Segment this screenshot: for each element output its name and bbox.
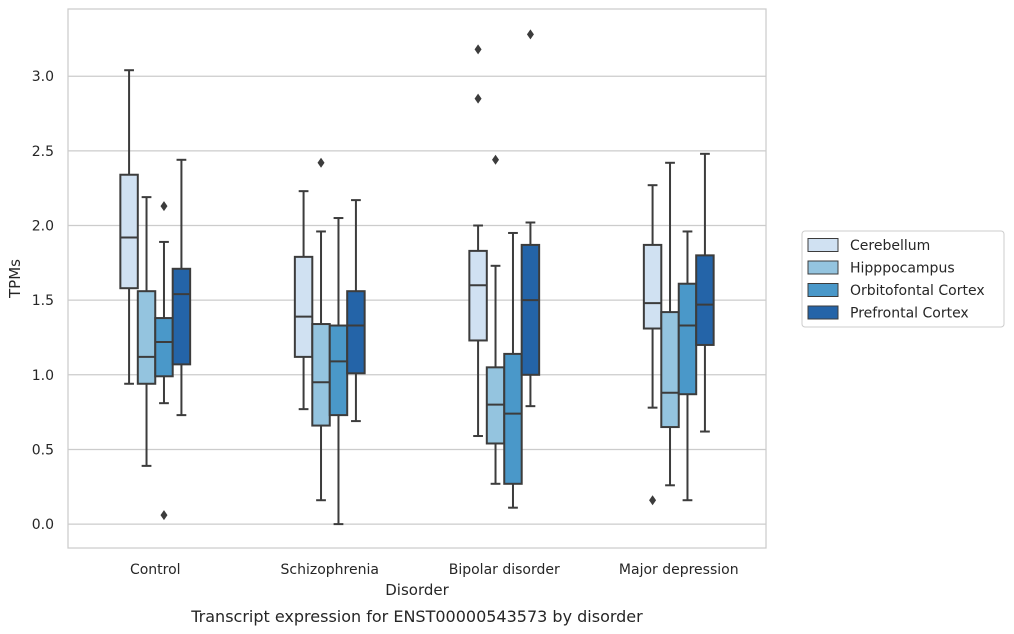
x-tick-label: Schizophrenia xyxy=(281,562,379,578)
box-orbitofontal-cortex xyxy=(154,201,174,521)
outlier-marker xyxy=(526,29,534,40)
legend-swatch xyxy=(807,283,839,297)
outlier-marker xyxy=(474,93,482,104)
box-iqr xyxy=(503,352,523,485)
box-iqr xyxy=(642,243,663,330)
box-prefrontal-cortex xyxy=(520,29,541,408)
y-tick-label: 0.5 xyxy=(32,442,54,458)
figure-caption: Transcript expression for ENST0000054357… xyxy=(190,607,643,626)
box-hipppocampus xyxy=(660,161,680,487)
x-tick-label: Major depression xyxy=(619,562,739,578)
box-orbitofontal-cortex xyxy=(503,231,523,509)
box-hipppocampus xyxy=(136,196,157,467)
box-cerebellum xyxy=(119,69,139,385)
box-iqr xyxy=(328,324,349,417)
box-iqr xyxy=(346,290,366,375)
y-tick-label: 2.5 xyxy=(32,144,54,160)
box-iqr xyxy=(311,323,331,427)
box-iqr xyxy=(695,254,715,346)
box-cerebellum xyxy=(642,184,663,506)
legend-label: Orbitofontal Cortex xyxy=(850,283,985,299)
box-iqr xyxy=(171,267,192,366)
box-prefrontal-cortex xyxy=(695,152,715,433)
outlier-marker xyxy=(474,44,482,55)
box-iqr xyxy=(677,282,698,396)
legend-swatch xyxy=(807,238,839,252)
x-tick-label: Bipolar disorder xyxy=(449,562,560,578)
y-tick-label: 1.0 xyxy=(32,368,54,384)
legend-frame xyxy=(801,230,1005,328)
y-tick-labels: 0.0 0.5 1.0 1.5 2.0 2.5 3.0 xyxy=(32,69,54,533)
y-tick-label: 2.0 xyxy=(32,218,54,234)
outlier-marker xyxy=(317,157,325,168)
y-axis-title: TPMs xyxy=(6,259,24,299)
legend-label: Prefrontal Cortex xyxy=(850,306,969,322)
box-prefrontal-cortex xyxy=(171,158,192,417)
box-orbitofontal-cortex xyxy=(328,217,349,526)
box-iqr xyxy=(660,311,680,429)
box-plots xyxy=(119,29,715,526)
box-iqr xyxy=(154,317,174,378)
outlier-marker xyxy=(649,495,657,506)
x-tick-labels: Control Schizophrenia Bipolar disorder Majo… xyxy=(130,562,739,578)
box-iqr xyxy=(520,243,541,376)
outlier-marker xyxy=(492,154,500,165)
box-iqr xyxy=(136,290,157,385)
box-iqr xyxy=(293,255,314,358)
y-tick-label: 3.0 xyxy=(32,69,54,85)
x-tick-label: Control xyxy=(130,562,181,578)
box-cerebellum xyxy=(293,190,314,411)
box-cerebellum xyxy=(468,44,488,438)
outlier-marker xyxy=(160,201,168,212)
x-axis-title: Disorder xyxy=(385,581,449,599)
legend-swatch xyxy=(807,260,839,275)
box-iqr xyxy=(468,249,488,342)
outlier-marker xyxy=(160,510,168,521)
legend-label: Cerebellum xyxy=(850,238,930,254)
box-iqr xyxy=(119,173,139,290)
y-tick-label: 0.0 xyxy=(32,517,54,533)
legend: Cerebellum Hipppocampus Orbitofontal Corte… xyxy=(801,230,1005,328)
box-hipppocampus xyxy=(485,154,506,485)
box-prefrontal-cortex xyxy=(346,199,366,423)
legend-swatch xyxy=(807,305,839,320)
plot-frame xyxy=(67,8,767,549)
legend-label: Hipppocampus xyxy=(850,261,955,277)
y-tick-label: 1.5 xyxy=(32,293,54,309)
